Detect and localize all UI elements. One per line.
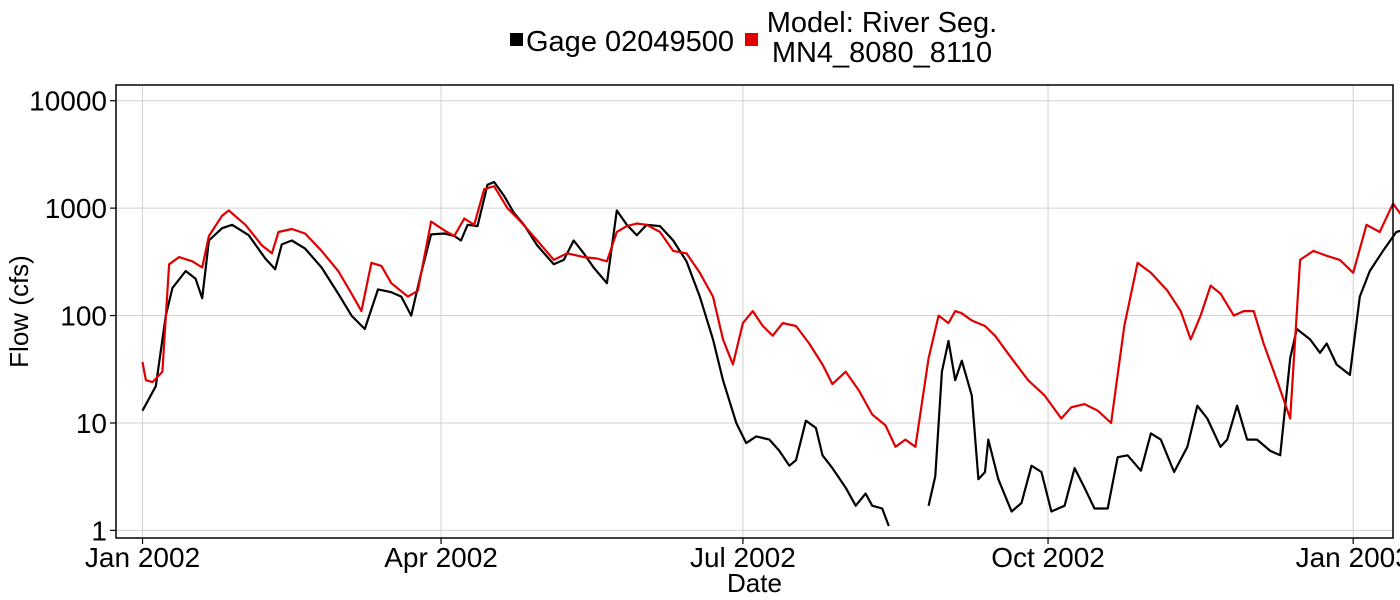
legend-label-model: Model: River Seg. MN4_8080_8110 (766, 7, 998, 69)
series-line-gage (141, 180, 890, 527)
series-line-gage (927, 229, 1400, 513)
y-tick-label: 1 (91, 515, 107, 546)
x-tick-label: Jan 2003 (1296, 542, 1400, 573)
y-tick-label: 1000 (45, 193, 107, 224)
y-axis-title: Flow (cfs) (4, 255, 34, 368)
x-axis: Jan 2002 Apr 2002 Jul 2002 Oct 2002 Jan 2003 (85, 538, 1400, 573)
x-tick-label: Oct 2002 (991, 542, 1105, 573)
x-tick-label: Jan 2002 (85, 542, 200, 573)
legend: Gage 02049500 Model: River Seg. MN4_8080… (0, 8, 1400, 76)
x-axis-title: Date (727, 568, 782, 598)
legend-swatch-model (745, 33, 758, 46)
legend-label-gage: Gage 02049500 (526, 26, 735, 58)
y-tick-label: 10000 (29, 86, 107, 117)
series-lines (141, 180, 1400, 527)
y-axis: 1 10 100 1000 10000 (29, 86, 116, 546)
legend-swatch-gage (510, 33, 523, 46)
y-tick-label: 10 (76, 408, 107, 439)
x-tick-label: Apr 2002 (384, 542, 498, 573)
x-tick-label: Jul 2002 (690, 542, 796, 573)
series-line-model (141, 185, 1400, 448)
y-tick-label: 100 (60, 301, 107, 332)
plot-panel-border (115, 84, 1394, 539)
